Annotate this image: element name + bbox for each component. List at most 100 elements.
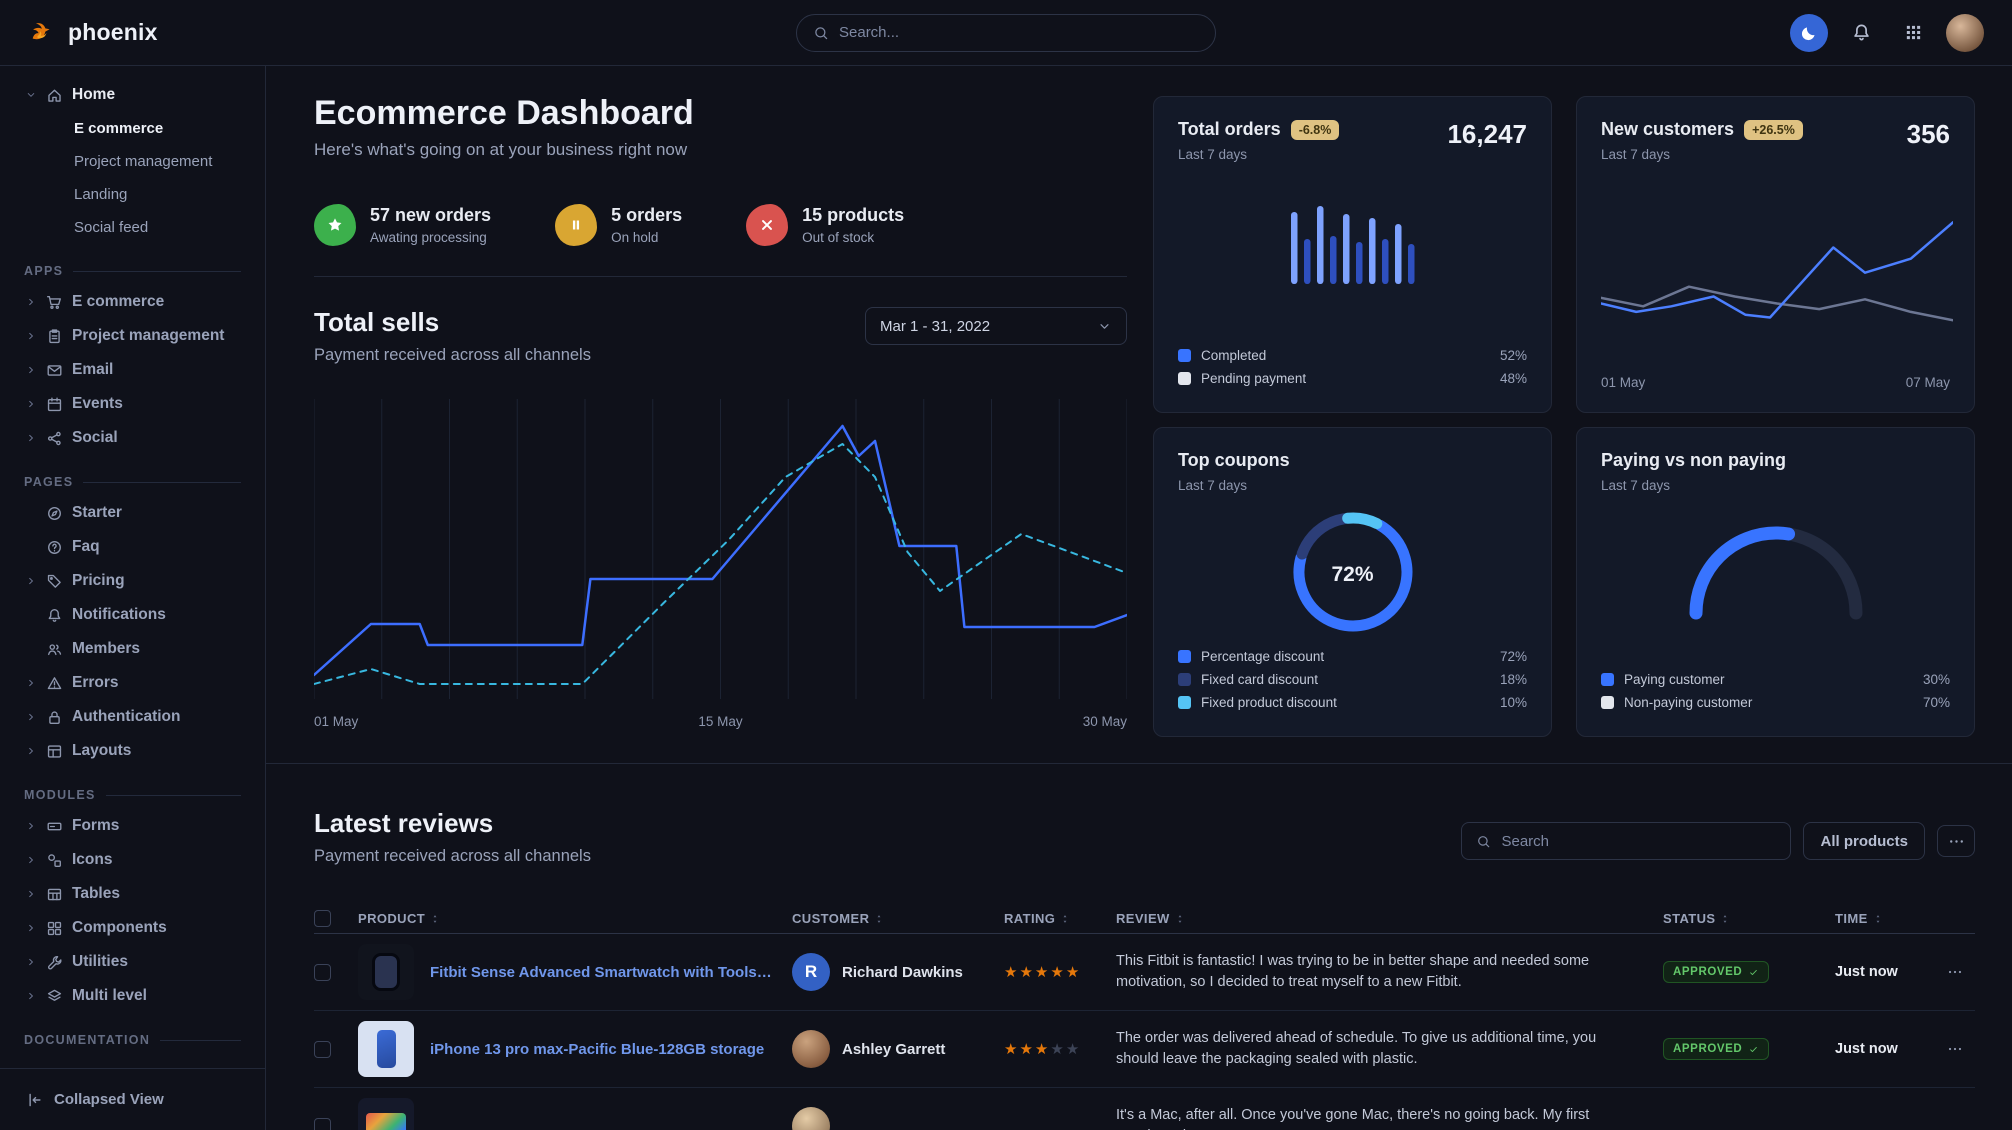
sidebar-item-errors[interactable]: Errors xyxy=(14,666,251,700)
grid4-icon xyxy=(47,921,62,935)
reviews-more-button[interactable] xyxy=(1937,825,1975,857)
apps-grid-button[interactable] xyxy=(1894,14,1932,52)
total-orders-value: 16,247 xyxy=(1447,119,1527,149)
row-checkbox[interactable] xyxy=(314,1040,331,1058)
compass-icon xyxy=(46,505,63,522)
row-actions-button[interactable] xyxy=(1935,1041,1975,1057)
sidebar-subitem-project-management[interactable]: Project management xyxy=(74,153,213,170)
customer-avatar xyxy=(792,1030,830,1068)
sidebar-item-project-management[interactable]: Project management xyxy=(14,319,251,353)
sort-icon xyxy=(1063,914,1067,923)
lock-icon xyxy=(46,709,63,726)
rating-stars: ★★★★★ xyxy=(1004,1040,1116,1058)
collapsed-view-toggle[interactable]: Collapsed View xyxy=(0,1068,265,1130)
row-checkbox[interactable] xyxy=(314,963,331,981)
star-filled-icon: ★ xyxy=(1050,964,1066,981)
sidebar-item-starter[interactable]: Starter xyxy=(14,496,251,530)
x-tick: 15 May xyxy=(698,714,743,729)
product-link[interactable]: iPhone 13 pro max-Pacific Blue-128GB sto… xyxy=(430,1040,765,1058)
sidebar-item-multi-level[interactable]: Multi level xyxy=(14,979,251,1013)
legend-value: 52% xyxy=(1499,348,1527,363)
sidebar-item-tables[interactable]: Tables xyxy=(14,877,251,911)
star-filled-icon: ★ xyxy=(1034,1041,1051,1058)
column-header-time[interactable]: TIME xyxy=(1835,911,1935,926)
legend-label: Percentage discount xyxy=(1201,649,1325,664)
chevron-right-icon xyxy=(24,888,37,900)
legend-item-fixed-card-discount: Fixed card discount 18% xyxy=(1178,668,1527,691)
pause-icon xyxy=(555,204,598,246)
sidebar-item-e-commerce[interactable]: E commerce xyxy=(14,285,251,319)
legend-item-paying-customer: Paying customer 30% xyxy=(1601,668,1950,691)
theme-toggle-button[interactable] xyxy=(1790,13,1828,52)
sidebar-subitem-social-feed[interactable]: Social feed xyxy=(74,219,149,236)
column-header-status[interactable]: STATUS xyxy=(1663,911,1835,926)
sidebar-item-home[interactable]: Home xyxy=(14,78,251,112)
column-header-rating[interactable]: RATING xyxy=(1004,911,1116,926)
stats-row: 57 new orders Awating processing 5 orders O… xyxy=(314,204,1127,277)
stat-awating-processing: 57 new orders Awating processing xyxy=(314,204,491,246)
star-icon xyxy=(328,218,342,231)
sidebar-subitem-landing[interactable]: Landing xyxy=(74,186,128,203)
sidebar-item-faq[interactable]: Faq xyxy=(14,530,251,564)
search-input[interactable] xyxy=(839,24,1199,41)
column-header-review[interactable]: REVIEW xyxy=(1116,911,1663,926)
sidebar-item-utilities[interactable]: Utilities xyxy=(14,945,251,979)
notifications-button[interactable] xyxy=(1842,14,1880,52)
navbar-actions xyxy=(1790,13,1984,52)
layers-icon xyxy=(47,989,62,1001)
ellipsis-icon xyxy=(1948,970,1962,974)
smartwatch-thumbnail xyxy=(358,944,414,1000)
user-avatar[interactable] xyxy=(1946,13,1984,52)
sidebar-item-email[interactable]: Email xyxy=(14,353,251,387)
sidebar-item-components[interactable]: Components xyxy=(14,911,251,945)
users-icon xyxy=(48,643,62,655)
phone-thumbnail xyxy=(358,1021,414,1077)
product-link[interactable]: Fitbit Sense Advanced Smartwatch with To… xyxy=(430,963,772,981)
latest-reviews-title: Latest reviews xyxy=(314,808,494,838)
brand[interactable]: phoenix xyxy=(28,18,266,48)
sidebar-item-authentication[interactable]: Authentication xyxy=(14,700,251,734)
legend-value: 48% xyxy=(1499,371,1527,386)
row-checkbox[interactable] xyxy=(314,1117,331,1130)
sidebar-subitem-e-commerce[interactable]: E commerce xyxy=(74,120,164,137)
legend-label: Non-paying customer xyxy=(1624,695,1753,710)
sidebar-item-label: Starter xyxy=(72,504,122,521)
column-header-product[interactable]: PRODUCT xyxy=(358,911,792,926)
sidebar-item-notifications[interactable]: Notifications xyxy=(14,598,251,632)
date-range-select[interactable]: Mar 1 - 31, 2022 xyxy=(865,307,1127,345)
card-period: Last 7 days xyxy=(1601,478,1671,493)
stat-caption: Awating processing xyxy=(370,230,487,245)
customer-name: Richard Dawkins xyxy=(842,963,963,981)
sidebar-item-social[interactable]: Social xyxy=(14,421,251,455)
all-products-button[interactable]: All products xyxy=(1803,822,1925,860)
select-all-checkbox[interactable] xyxy=(314,910,331,927)
row-actions-button[interactable] xyxy=(1935,964,1975,980)
sidebar-item-events[interactable]: Events xyxy=(14,387,251,421)
column-label: RATING xyxy=(1004,911,1056,926)
column-label: STATUS xyxy=(1663,911,1716,926)
reviews-table: PRODUCT CUSTOMER RATING REVIEW STATUS TIME Fi… xyxy=(314,904,1975,1130)
card-title: New customers xyxy=(1601,119,1735,139)
lock-icon xyxy=(49,710,60,724)
chevron-right-icon xyxy=(28,400,33,408)
review-time: Just now xyxy=(1835,1041,1898,1057)
layers-icon xyxy=(46,988,63,1005)
reviews-search-input[interactable] xyxy=(1501,832,1777,850)
sidebar-item-members[interactable]: Members xyxy=(14,632,251,666)
shapes-icon xyxy=(48,853,61,867)
legend-label: Paying customer xyxy=(1624,672,1725,687)
sidebar-item-pricing[interactable]: Pricing xyxy=(14,564,251,598)
star-filled-icon: ★ xyxy=(1004,1041,1020,1058)
paying-gauge-chart xyxy=(1689,526,1862,620)
column-header-customer[interactable]: CUSTOMER xyxy=(792,911,1004,926)
sidebar-section-modules: MODULES xyxy=(24,788,241,802)
sidebar-item-layouts[interactable]: Layouts xyxy=(14,734,251,768)
chevron-right-icon xyxy=(28,822,33,830)
tag-icon xyxy=(47,574,61,588)
chevron-right-icon xyxy=(24,432,37,444)
legend-item-percentage-discount: Percentage discount 72% xyxy=(1178,645,1527,668)
sidebar-item-icons[interactable]: Icons xyxy=(14,843,251,877)
sidebar: Home E commerce Project management Landing S… xyxy=(0,66,266,1130)
sidebar-item-forms[interactable]: Forms xyxy=(14,809,251,843)
ellipsis-icon xyxy=(1948,833,1965,850)
